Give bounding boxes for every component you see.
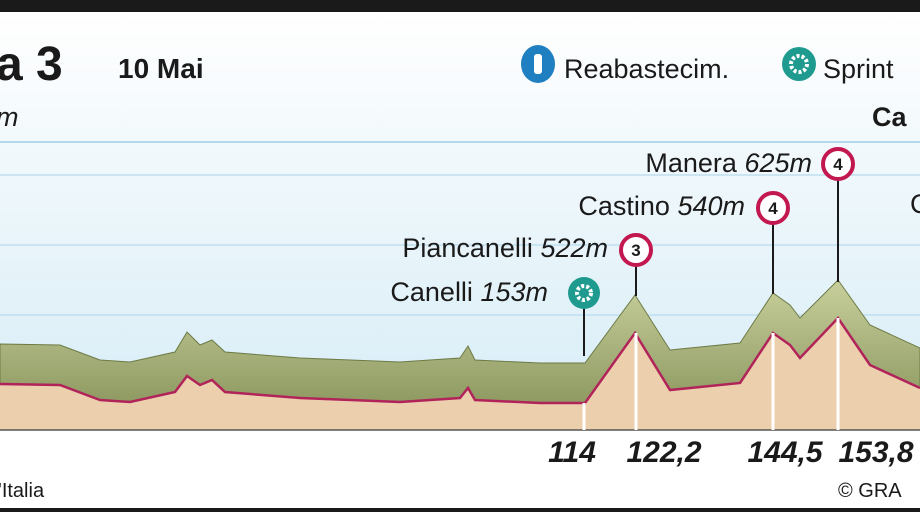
point-altitude: 540m	[677, 191, 745, 221]
point-stems	[583, 175, 839, 356]
km-marker: 144,5	[747, 436, 823, 469]
sprint-icon	[568, 277, 600, 309]
point-label: Canelli 153m	[390, 277, 548, 307]
title: a 3	[0, 38, 63, 91]
point-name: Castino	[578, 191, 670, 221]
water-icon	[521, 45, 555, 83]
point-name: Canelli	[390, 277, 473, 307]
km-marker: 122,2	[626, 436, 701, 469]
km-marker: 114	[548, 436, 596, 469]
top-bar	[0, 0, 920, 12]
side-label: m	[0, 102, 19, 132]
km-marker: 153,8	[838, 436, 913, 469]
point-label: Manera 625m	[645, 148, 812, 178]
elevation-line	[0, 316, 920, 405]
category-badge	[756, 191, 790, 225]
date: 10 Mai	[118, 53, 204, 84]
footer-left: 'Italia	[0, 480, 45, 502]
category-badge	[619, 233, 653, 267]
terrain-fill	[0, 318, 920, 430]
point-label: Castino 540m	[578, 191, 745, 221]
category: 4	[833, 155, 843, 174]
category: 4	[768, 199, 778, 218]
point-name: Manera	[645, 148, 738, 178]
point-altitude: 522m	[540, 233, 608, 263]
category-badge	[821, 147, 855, 181]
point-altitude: 153m	[480, 277, 548, 307]
footer-right: © GRA	[838, 480, 902, 502]
bottom-bar	[0, 508, 920, 512]
point-name: Piancanelli	[402, 233, 533, 263]
km-lines	[582, 318, 840, 430]
category: 3	[631, 241, 640, 260]
side-label: C	[910, 189, 920, 219]
point-label: Piancanelli 522m	[402, 233, 608, 263]
sprint-icon	[782, 47, 816, 81]
point-altitude: 625m	[744, 148, 812, 178]
legend-label: Sprint	[823, 54, 894, 84]
legend-label: Reabastecim.	[564, 54, 729, 84]
side-label: Ca	[872, 102, 907, 132]
